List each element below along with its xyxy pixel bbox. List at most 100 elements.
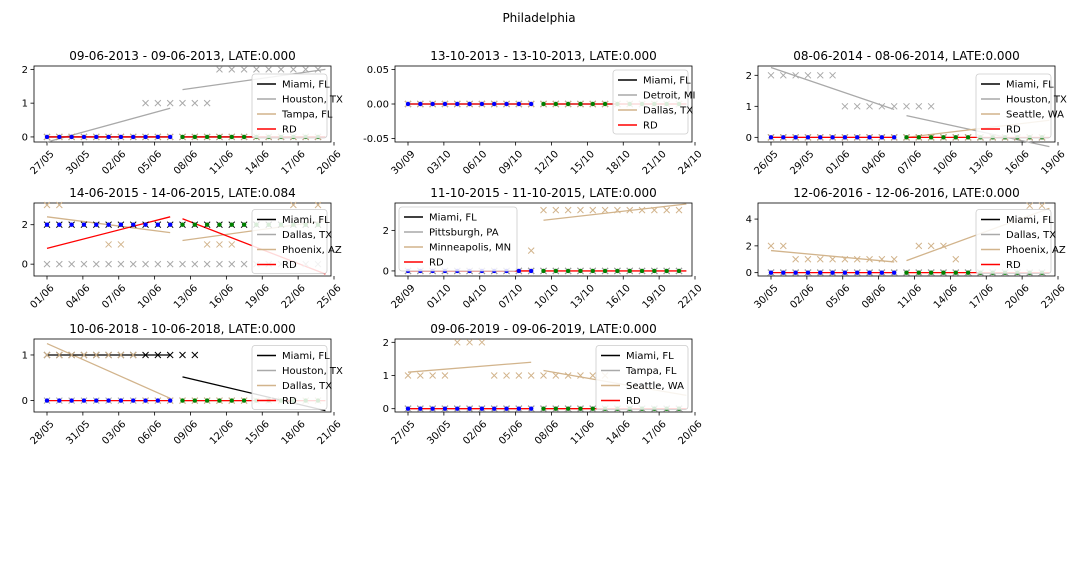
data-point [154, 99, 162, 107]
x-tick-label: 02/06 [100, 149, 128, 177]
x-tick-label: 02/06 [788, 283, 816, 311]
data-point [952, 255, 960, 263]
rd-point [479, 101, 485, 107]
rd-point [818, 135, 823, 140]
chart-panel-6: 12-06-2016 - 12-06-2016, LATE:0.000 0 2 4 30… [746, 186, 1068, 311]
x-tick-label: 19/10 [641, 283, 669, 311]
data-point [55, 260, 63, 268]
data-point [853, 255, 861, 263]
data-point [527, 372, 535, 379]
x-tick-label: 11/06 [569, 419, 597, 447]
axes-frame [757, 65, 1056, 143]
rd-point [578, 268, 583, 274]
data-point [453, 338, 461, 346]
data-point [853, 102, 861, 110]
data-point [216, 260, 223, 268]
data-point [416, 372, 424, 379]
rd-point [167, 134, 173, 140]
x-tick-label: 04/10 [461, 283, 489, 311]
rd-point [768, 135, 774, 140]
y-tick-label: 2 [22, 65, 28, 76]
data-point [890, 255, 898, 263]
data-point [105, 241, 112, 248]
data-point [552, 372, 560, 379]
legend-label: RD [429, 258, 444, 269]
trend-line-pre [46, 216, 171, 250]
data-point [68, 260, 75, 268]
legend-label: Detroit, MI [643, 91, 695, 102]
axes-frame [33, 65, 332, 143]
x-tick-label: 28/09 [389, 283, 417, 311]
x-tick-label: 15/10 [569, 149, 597, 177]
x-tick-label: 23/06 [1039, 283, 1067, 311]
rd-point [590, 101, 595, 107]
data-point [614, 206, 621, 214]
rd-point [69, 134, 74, 140]
rd-point [578, 406, 583, 411]
data-point [816, 71, 824, 79]
legend: Miami, FL Dallas, TX Phoenix, AZ RD [251, 209, 342, 274]
rd-point [528, 101, 534, 107]
data-point [915, 242, 923, 250]
data-point [841, 102, 849, 110]
rd-point [855, 135, 860, 140]
rd-point [57, 222, 62, 227]
x-tick-label: 14/06 [932, 283, 960, 311]
legend-label: Miami, FL [282, 215, 330, 226]
rd-point [467, 101, 472, 107]
data-point [404, 372, 412, 379]
rd-point [781, 270, 786, 275]
x-tick-label: 05/06 [824, 283, 852, 311]
legend-box [595, 345, 689, 410]
chart-title: 11-10-2015 - 11-10-2015, LATE:0.000 [430, 186, 657, 200]
data-point [552, 206, 560, 214]
x-tick-label: 11/06 [896, 283, 924, 311]
data-point [314, 66, 322, 73]
rd-point [781, 135, 786, 140]
x-tick-label: 05/06 [497, 419, 525, 447]
x-tick-label: 07/06 [100, 283, 128, 311]
legend-label: RD [626, 396, 641, 407]
rd-point [229, 134, 234, 140]
data-point [490, 372, 498, 379]
x-tick-label: 19/06 [1039, 149, 1067, 177]
rd-point [44, 134, 50, 140]
rd-point [81, 134, 87, 140]
rd-point [241, 398, 247, 403]
axes-frame [394, 202, 693, 277]
chart-title: 09-06-2013 - 09-06-2013, LATE:0.000 [69, 49, 296, 63]
y-tick-label: 0 [22, 260, 28, 271]
legend-label: RD [282, 396, 297, 407]
data-point [878, 102, 886, 110]
rd-point [229, 398, 234, 403]
x-tick-label: 13/10 [569, 283, 597, 311]
rd-point [467, 406, 472, 411]
x-tick-label: 13/06 [968, 149, 996, 177]
rd-point [879, 270, 885, 275]
data-point [878, 255, 886, 263]
rd-point [455, 406, 460, 411]
x-tick-label: 26/05 [752, 149, 780, 177]
rd-point [553, 406, 559, 411]
axes-frame [33, 338, 332, 413]
x-tick-label: 30/05 [752, 283, 780, 311]
x-tick-label: 19/06 [244, 283, 272, 311]
data-point [779, 242, 787, 250]
rd-point [842, 135, 848, 140]
legend-label: Dallas, TX [1006, 230, 1056, 241]
x-tick-label: 18/10 [605, 149, 633, 177]
x-tick-label: 01/10 [425, 283, 453, 311]
legend-label: Dallas, TX [282, 230, 332, 241]
rd-point [94, 398, 99, 403]
rd-point [442, 406, 448, 411]
x-tick-label: 07/06 [896, 149, 924, 177]
rd-point [891, 270, 897, 275]
rd-point [155, 134, 161, 140]
x-tick-label: 25/06 [315, 283, 343, 311]
data-point [626, 206, 634, 214]
axes-frame [33, 202, 332, 277]
y-tick-label: 1 [22, 99, 28, 110]
rd-point [639, 268, 645, 274]
rd-point [492, 101, 497, 107]
data-point [142, 99, 149, 107]
